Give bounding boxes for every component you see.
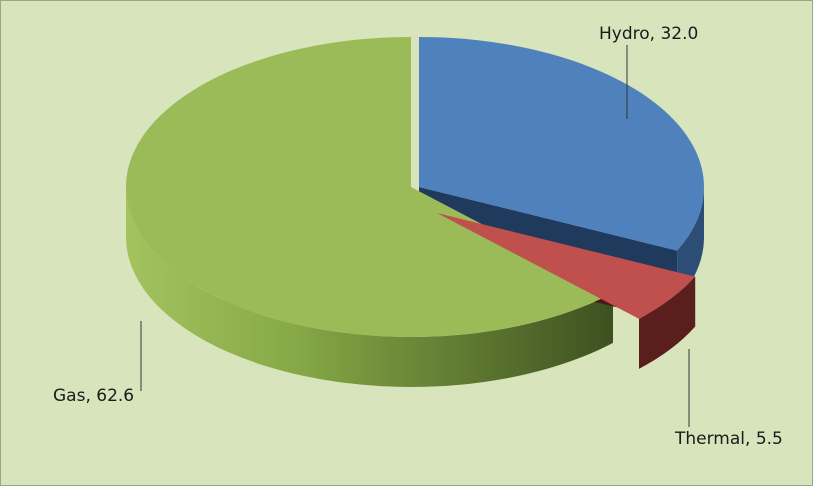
leader-lines [140,45,690,427]
pie-side-thermal [638,276,696,369]
slice-label-gas: Gas, 62.6 [53,386,134,406]
pie-slice-gas[interactable] [125,37,613,337]
slice-label-thermal: Thermal, 5.5 [674,429,783,449]
pie-slice-thermal[interactable] [437,213,696,319]
pie-tops [125,37,704,369]
slice-label-hydro: Hydro, 32.0 [599,24,698,44]
pie-slice-hydro[interactable] [419,37,704,251]
pie-side-hydro [677,187,704,301]
pie-side-gas [126,187,613,387]
